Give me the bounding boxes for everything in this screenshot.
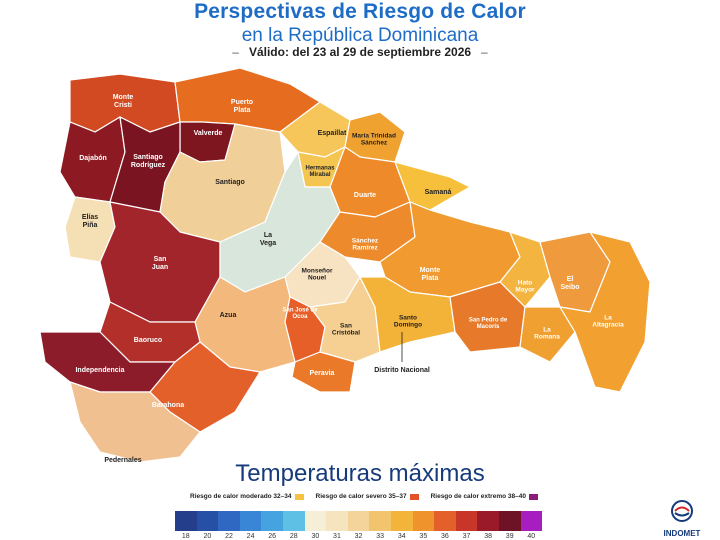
label-hato-mayor: Hato Mayor xyxy=(515,279,535,293)
map-title: Perspectivas de Riesgo de Calor xyxy=(194,0,526,23)
label-san-jose-de-ocoa: San José de Ocoa xyxy=(282,308,318,321)
scale-cell-28 xyxy=(282,511,305,531)
label-azua: Azua xyxy=(220,312,237,319)
label-barahona: Barahona xyxy=(152,402,184,409)
risk-extreme-swatch xyxy=(528,493,538,500)
scale-tick-40: 40 xyxy=(527,533,536,540)
label-valverde: Valverde xyxy=(194,130,223,137)
indomet-logo-icon xyxy=(671,500,693,522)
label-san-pedro-de-macoris: San Pedro de Macorís xyxy=(469,318,508,331)
label-maria-trinidad-sanchez: María Trinidad Sánchez xyxy=(352,132,396,146)
scale-cell-24 xyxy=(239,511,262,531)
label-peravia: Peravia xyxy=(310,370,335,377)
scale-cell-36 xyxy=(434,511,456,531)
scale-cell-35 xyxy=(412,511,435,531)
label-espaillat: Espaillat xyxy=(318,130,347,137)
scale-tick-30: 30 xyxy=(311,533,320,540)
scale-cell-32 xyxy=(347,511,370,531)
temperature-scale-ticks: 18 20 22 24 26 28 30 31 32 33 34 35 36 37 38 39 40 xyxy=(175,533,542,540)
dash-left: – xyxy=(232,45,239,59)
validity-text: Válido: del 23 al 29 de septiembre 2026 xyxy=(248,45,472,59)
scale-tick-20: 20 xyxy=(203,533,212,540)
scale-tick-28: 28 xyxy=(289,533,298,540)
temperature-color-scale xyxy=(175,511,543,531)
label-sanchez-ramirez: Sánchez Ramírez xyxy=(352,237,379,251)
risk-extreme-label: Riesgo de calor extremo 38–40 xyxy=(430,493,526,500)
dash-right: – xyxy=(481,45,488,59)
label-elias-pina: Elías Piña xyxy=(82,214,98,229)
scale-tick-34: 34 xyxy=(397,533,406,540)
scale-tick-31: 31 xyxy=(333,533,341,540)
label-santo-domingo: Santo Domingo xyxy=(394,314,422,328)
province-la-romana[interactable] xyxy=(519,306,576,363)
validity-line: – Válido: del 23 al 29 de septiembre 2026… xyxy=(0,45,720,59)
risk-severe-swatch xyxy=(409,493,419,500)
scale-tick-24: 24 xyxy=(246,533,255,540)
label-santiago-rodriguez: Santiago Rodríguez xyxy=(131,154,166,169)
legend-title: Temperaturas máximas xyxy=(235,460,485,487)
scale-cell-38 xyxy=(477,511,499,531)
label-dajabon: Dajabón xyxy=(79,155,107,162)
scale-cell-39 xyxy=(498,511,521,531)
label-puerto-plata: Puerto Plata xyxy=(231,99,253,114)
risk-severe: Riesgo de calor severo 35–37 xyxy=(316,493,419,500)
scale-cell-30 xyxy=(304,511,327,531)
label-monsenor-nouel: Monseñor Nouel xyxy=(301,267,333,281)
scale-tick-35: 35 xyxy=(419,533,428,540)
label-samana: Samaná xyxy=(425,189,452,196)
label-la-romana: La Romana xyxy=(534,326,560,340)
indomet-logo-text: INDOMET xyxy=(663,529,701,538)
label-baoruco: Baoruco xyxy=(134,337,162,344)
label-el-seibo: El Seibo xyxy=(560,276,579,291)
label-la-vega: La Vega xyxy=(260,232,276,247)
scale-tick-33: 33 xyxy=(376,533,385,540)
label-san-cristobal: San Cristóbal xyxy=(332,322,360,336)
scale-cell-22 xyxy=(218,511,240,531)
label-independencia: Independencia xyxy=(75,367,124,374)
label-pedernales: Pedernales xyxy=(104,457,141,462)
province-peravia[interactable] xyxy=(291,351,356,393)
scale-tick-26: 26 xyxy=(268,533,277,540)
label-la-altagracia: La Altagracia xyxy=(592,314,624,328)
label-duarte: Duarte xyxy=(354,192,376,199)
province-pedernales[interactable] xyxy=(69,381,201,462)
scale-cell-26 xyxy=(261,511,283,531)
indomet-logo: INDOMET xyxy=(662,500,702,538)
risk-moderate: Riesgo de calor moderado 32–34 xyxy=(190,493,304,500)
label-san-juan: San Juan xyxy=(152,256,168,271)
scale-tick-32: 32 xyxy=(354,533,363,540)
scale-cell-33 xyxy=(369,511,391,531)
scale-tick-37: 37 xyxy=(462,533,471,540)
scale-tick-38: 38 xyxy=(484,533,492,540)
scale-cell-40 xyxy=(520,511,543,531)
risk-moderate-label: Riesgo de calor moderado 32–34 xyxy=(190,493,292,500)
province-samana[interactable] xyxy=(394,161,471,211)
scale-cell-31 xyxy=(326,511,348,531)
scale-cell-37 xyxy=(455,511,478,531)
risk-legend: Riesgo de calor moderado 32–34 Riesgo de… xyxy=(190,493,538,500)
label-santiago: Santiago xyxy=(215,179,245,186)
risk-moderate-swatch xyxy=(294,493,304,500)
map-subtitle: en la República Dominicana xyxy=(241,25,479,46)
label-monte-plata: Monte Plata xyxy=(420,267,441,282)
risk-extreme: Riesgo de calor extremo 38–40 xyxy=(431,493,538,500)
scale-cell-18 xyxy=(175,511,197,531)
callout-label: Distrito Nacional xyxy=(374,367,430,374)
scale-cell-34 xyxy=(390,511,413,531)
scale-tick-18: 18 xyxy=(181,533,190,540)
risk-severe-label: Riesgo de calor severo 35–37 xyxy=(315,493,407,500)
scale-tick-39: 39 xyxy=(505,533,514,540)
scale-tick-36: 36 xyxy=(441,533,449,540)
scale-cell-20 xyxy=(196,511,219,531)
scale-tick-22: 22 xyxy=(225,533,233,540)
dominican-republic-map: Monte Cristi Puerto Plata Valverde Dajabón… xyxy=(39,67,651,462)
label-hermanas-mirabal: Hermanas Mirabal xyxy=(305,166,335,179)
label-monte-cristi: Monte Cristi xyxy=(113,94,134,109)
province-la-altagracia[interactable] xyxy=(559,231,651,393)
